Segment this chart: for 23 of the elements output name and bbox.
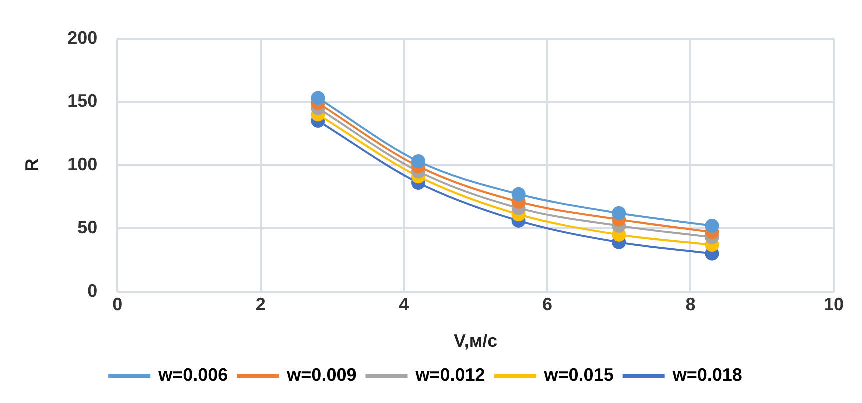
point [311,91,326,106]
y-tick-label: 100 [68,154,98,174]
x-tick-label: 10 [824,294,844,315]
point [412,154,426,169]
legend-label: w=0.009 [286,364,357,385]
legend-label: w=0.012 [414,364,486,385]
point [512,187,526,202]
x-tick-label: 2 [256,294,266,315]
x-tick-label: 0 [112,294,123,315]
x-tick-label: 4 [399,294,410,315]
point [705,219,720,234]
legend-label: w=0.006 [158,364,228,385]
y-tick-label: 150 [68,91,98,112]
y-tick-label: 0 [88,280,98,301]
legend-label: w=0.015 [543,364,614,385]
x-tick-label: 6 [542,294,552,315]
y-tick-label: 200 [68,28,98,48]
point [612,206,626,220]
y-tick-label: 50 [78,218,98,238]
y-axis-title: R [22,158,42,172]
x-tick-label: 8 [686,294,696,315]
legend-label: w=0.018 [672,364,742,385]
x-axis-title: V,м/с [454,331,498,352]
